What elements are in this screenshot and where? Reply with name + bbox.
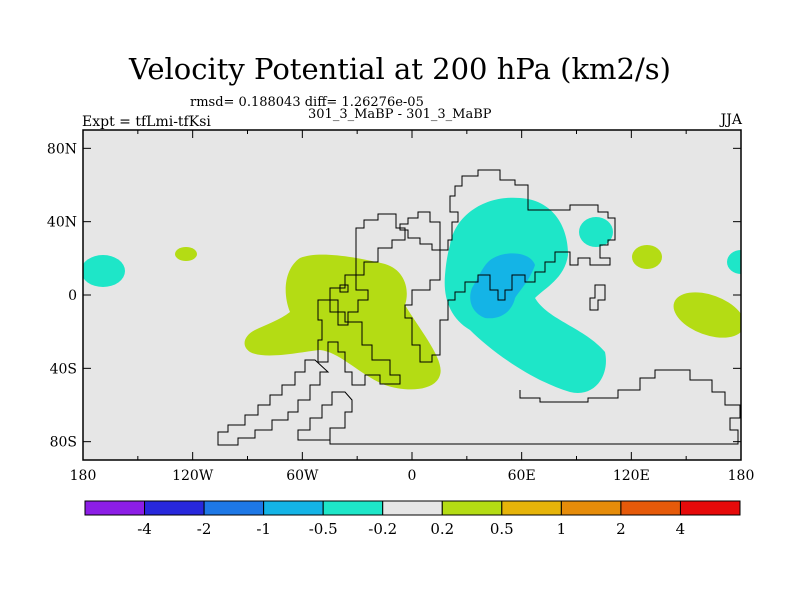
lon-tick-label: 60E — [508, 468, 536, 484]
colorbar-swatch — [679, 500, 741, 516]
lat-tick-label: 40S — [50, 361, 77, 377]
colorbar-swatch — [322, 500, 384, 516]
season-label: JJA — [720, 112, 742, 128]
cases-subtitle: 301_3_MaBP - 301_3_MaBP — [308, 107, 492, 122]
positive-region-northwest-pacific — [632, 245, 662, 269]
lon-tick-label: 180 — [728, 468, 755, 484]
colorbar: -4 -2 -1 -0.5 -0.2 0.2 0.5 1 2 4 — [84, 500, 741, 538]
stats-subtitle: rmsd= 0.188043 diff= 1.26276e-05 — [190, 95, 424, 110]
lon-tick-label: 180 — [70, 468, 97, 484]
positive-region-south-pacific — [673, 292, 741, 338]
colorbar-label: -0.5 — [309, 520, 338, 538]
colorbar-swatch — [144, 500, 205, 516]
lon-tick-label: 120W — [172, 468, 214, 484]
lat-tick-label: 40N — [47, 215, 77, 231]
colorbar-label: -0.2 — [368, 520, 397, 538]
coastlines — [217, 169, 741, 446]
longitude-axis: 180 120W 60W 0 60E 120E 180 — [70, 130, 755, 484]
colorbar-swatch — [263, 500, 324, 516]
colorbar-swatch — [382, 500, 443, 516]
colorbar-label: 0.5 — [490, 520, 514, 538]
negative-region-west-pacific — [579, 217, 613, 247]
map-title: Velocity Potential at 200 hPa (km2/s) — [129, 52, 671, 86]
negative-region-east-pacific — [83, 255, 125, 287]
lat-tick-label: 80S — [50, 435, 77, 451]
negative-region-core — [470, 253, 535, 319]
colorbar-swatch — [620, 500, 681, 516]
colorbar-label: 1 — [557, 520, 567, 538]
negative-region-dateline-east — [727, 250, 741, 274]
colorbar-label: 4 — [676, 520, 686, 538]
positive-region-north-pacific — [175, 247, 197, 261]
colorbar-swatch — [501, 500, 562, 516]
colorbar-label: 0.2 — [430, 520, 454, 538]
colorbar-label: -4 — [137, 520, 152, 538]
colorbar-label: -2 — [197, 520, 212, 538]
positive-region-americas — [244, 254, 441, 390]
lat-tick-label: 0 — [68, 288, 77, 304]
lon-tick-label: 60W — [286, 468, 319, 484]
experiment-label: Expt = tfLmi-tfKsi — [82, 114, 211, 130]
lon-tick-label: 120E — [613, 468, 650, 484]
lon-tick-label: 0 — [408, 468, 417, 484]
negative-region-asia-indian-ocean — [444, 197, 606, 393]
latitude-axis: 80N 40N 0 40S 80S — [47, 141, 741, 451]
colorbar-swatch — [560, 500, 622, 516]
colorbar-swatch — [441, 500, 503, 516]
colorbar-swatch — [203, 500, 265, 516]
colorbar-label: 2 — [616, 520, 626, 538]
colorbar-swatch — [84, 500, 146, 516]
colorbar-label: -1 — [256, 520, 271, 538]
lat-tick-label: 80N — [47, 141, 77, 157]
